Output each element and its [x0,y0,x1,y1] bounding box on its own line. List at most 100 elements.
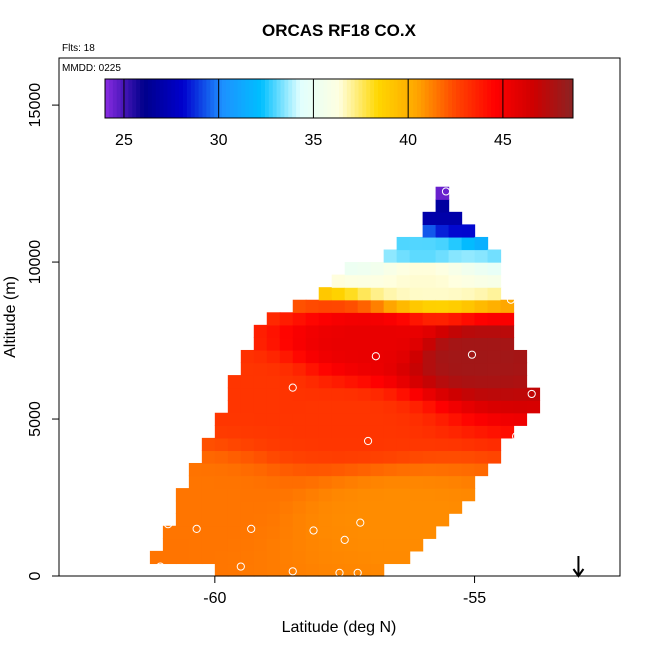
colorbar-segment [471,79,476,118]
heatmap-cell [292,437,307,452]
heatmap-cell [474,287,489,301]
colorbar-segment [483,79,488,118]
heatmap-cell [461,425,476,439]
y-axis-label: Altitude (m) [2,276,19,358]
heatmap-cell [305,299,320,313]
observation-point [527,389,536,399]
heatmap-cell [266,375,281,389]
heatmap-cell [279,375,294,389]
heatmap-cell [279,387,294,401]
colorbar-segment [331,79,336,118]
heatmap-cell [266,324,281,339]
heatmap-cell [370,412,385,426]
heatmap-cell [292,525,307,539]
heatmap-cell [435,249,450,263]
heatmap-cell [409,312,424,326]
heatmap-cell [344,312,359,326]
heatmap-cell [422,312,437,326]
heatmap-cell [396,249,411,263]
heatmap-cell [383,437,398,452]
heatmap-cell [461,249,476,263]
heatmap-cell [357,425,372,439]
heatmap-cell [266,500,281,514]
colorbar-segment [233,79,239,118]
heatmap-cell [396,274,411,288]
heatmap-cell [318,299,333,313]
heatmap-cell [422,450,437,464]
heatmap-cell [487,299,502,313]
y-tick-label: 0 [27,571,44,580]
colorbar-segment [569,79,574,118]
heatmap-cell [318,312,333,326]
heatmap-cell [435,375,450,389]
heatmap-cell [422,211,437,225]
heatmap-cell [331,513,346,527]
heatmap-cell [188,550,203,565]
heatmap-cell [357,387,372,401]
heatmap-cell [474,312,489,326]
heatmap-cell [201,462,216,477]
heatmap-cell [487,249,502,263]
heatmap-cell [513,400,528,414]
colorbar-segment [459,79,465,118]
heatmap-cell [318,375,333,389]
heatmap-cell [292,362,307,376]
colorbar-segment [241,79,246,118]
heatmap-cell [305,538,320,552]
colorbar-segment [315,79,320,118]
heatmap-cell [500,299,515,313]
colorbar-segment [506,79,512,118]
heatmap-cell [474,337,489,351]
colorbar-segment [136,79,141,118]
heatmap-cell [383,249,398,263]
heatmap-cell [448,211,463,225]
heatmap-cell [318,563,333,577]
heatmap-cell [396,550,411,565]
plot-frame [58,57,621,577]
heatmap-cell [370,475,385,489]
heatmap-cell [487,387,502,401]
heatmap-cell [383,375,398,389]
heatmap-cell [305,513,320,527]
heatmap-cell [240,362,255,376]
colorbar-segment [491,79,496,118]
colorbar-segment [257,79,262,118]
heatmap-cell [370,550,385,565]
colorbar-segment [467,79,473,118]
heatmap-cell [370,425,385,439]
colorbar-segment [413,79,418,118]
heatmap-cell [175,488,190,502]
heatmap-cell [448,312,463,326]
heatmap-cell [383,362,398,376]
heatmap-cell [201,525,216,539]
heatmap-cell [266,312,281,326]
heatmap-cell [448,400,463,414]
heatmap-cell [253,563,268,577]
heatmap-cell [318,500,333,514]
observation-point [192,524,201,534]
heatmap-cell [292,513,307,527]
observation-point [288,383,297,392]
colorbar-segment [296,79,301,118]
colorbar-segment [420,79,426,118]
heatmap-cell [175,500,190,514]
observation-point [340,535,349,545]
heatmap-cell [435,450,450,464]
colorbar-segment [190,79,196,118]
observation-point [156,562,165,571]
heatmap-cell [292,312,307,326]
colorbar-frame [104,78,574,119]
colorbar-segment [132,79,137,118]
heatmap-cell [487,274,502,288]
heatmap-cell [422,387,437,401]
heatmap-cell [487,287,502,301]
heatmap-cell [266,362,281,376]
heatmap-cell [214,462,229,477]
heatmap-cell [435,462,450,477]
observation-point [210,386,219,395]
heatmap-cell [370,488,385,502]
heatmap-cell [279,349,294,364]
heatmap-cell [435,387,450,401]
heatmap-cell [292,337,307,351]
